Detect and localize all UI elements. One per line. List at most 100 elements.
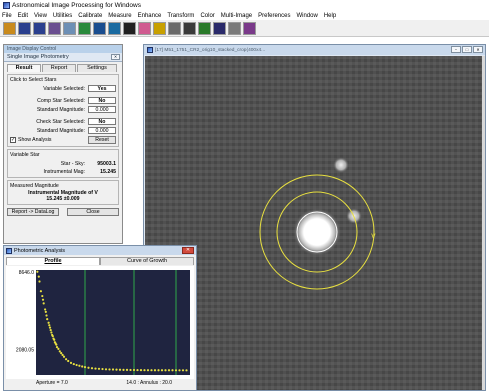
clear-icon[interactable] [243,21,256,35]
flip-icon[interactable] [183,21,196,35]
profile-point [37,275,40,278]
panel-close-button[interactable]: ✕ [111,54,120,60]
image-scrollbar[interactable] [482,56,485,390]
menu-help[interactable]: Help [323,12,337,19]
analysis-close-button[interactable]: ✕ [182,247,194,254]
menu-multi-image[interactable]: Multi-Image [220,12,253,19]
menu-enhance[interactable]: Enhance [137,12,162,19]
zoom-icon[interactable] [93,21,106,35]
tab-result[interactable]: Result [7,64,41,72]
menu-preferences[interactable]: Preferences [258,12,291,19]
profile-point [87,366,90,369]
profile-point [139,369,143,372]
star-sky-label: Star - Sky: [60,160,85,167]
profile-point [171,369,174,372]
tab-curve-of-growth[interactable]: Curve of Growth [100,257,194,265]
save-icon[interactable] [18,21,31,35]
variable-row: Variable Selected: Yes [10,84,116,93]
toolbar [0,20,489,37]
inner-annulus-circle [276,191,358,273]
rotate-icon[interactable] [168,21,181,35]
analysis-footer: Aperture = 7.0 14.0 : Annulus : 20.0 [6,380,194,388]
profile-point [39,290,43,293]
show-analysis-toggle[interactable]: ✓ Show Analysis [10,136,52,143]
analysis-tabs: Profile Curve of Growth [4,255,196,265]
analysis-titlebar: Photometric Analysis ✕ [4,246,196,255]
profile-point [160,369,164,372]
profile-point [41,298,45,301]
analysis-title: Photometric Analysis [14,247,66,254]
menu-color[interactable]: Color [200,12,215,19]
window-title: Astronomical Image Processing for Window… [12,2,141,9]
check-selected-value: No [88,118,116,125]
profile-point [164,369,167,372]
profile-point [46,318,49,321]
menu-window[interactable]: Window [296,12,318,19]
star-field[interactable]: v [145,56,483,390]
close-image-button[interactable]: ✕ [473,46,483,53]
grid-icon[interactable] [138,21,151,35]
profile-point [55,345,59,349]
check-selected-label: Check Star Selected: [36,118,85,125]
menu-file[interactable]: File [2,12,12,19]
panel-body: Click to Select Stars Variable Selected:… [4,72,122,218]
minimize-button[interactable]: − [451,46,461,53]
profile-point [55,343,58,346]
menu-edit[interactable]: Edit [17,12,29,19]
layers-icon[interactable] [228,21,241,35]
comp-std-mag-field[interactable]: 0.000 [88,106,116,113]
show-analysis-label: Show Analysis [18,136,52,143]
open-icon[interactable] [3,21,16,35]
tab-report[interactable]: Report [42,64,76,72]
comp-std-mag-label: Standard Magnitude: [36,106,85,113]
print-icon[interactable] [48,21,61,35]
profile-point [61,353,64,357]
measure-icon[interactable] [198,21,211,35]
profile-point [62,355,66,358]
profile-point [122,368,125,371]
aperture-circle [296,211,338,253]
close-panel-button[interactable]: Close [67,208,119,216]
outer-annulus-circle [259,174,375,290]
comp-row: Comp Star Selected: No [10,96,116,105]
image-window-titlebar: [17] M51_1751_CR2_orig10_stacked_crop(40… [144,45,485,55]
histogram-icon[interactable] [63,21,76,35]
maximize-button[interactable]: □ [462,46,472,53]
menu-transform[interactable]: Transform [167,12,195,19]
tab-profile[interactable]: Profile [6,257,100,265]
report-datalog-button[interactable]: Report -> DataLog [7,208,59,216]
save-as-icon[interactable] [33,21,46,35]
profile-point [69,361,73,364]
star-sky-row: Star - Sky: 95003.1 [10,159,116,168]
bin-icon[interactable] [213,21,226,35]
plot-area [36,270,190,375]
tab-settings[interactable]: Settings [77,64,117,72]
inst-mag-row: Instrumental Mag: 15.245 [10,168,116,175]
display-icon[interactable] [108,21,121,35]
profile-point [44,308,47,311]
palette-icon[interactable] [123,21,136,35]
profile-plot: 8646.0 2080.05 [6,266,194,379]
menu-utilities[interactable]: Utilities [52,12,73,19]
profile-point [118,368,122,371]
menu-measure[interactable]: Measure [108,12,132,19]
reset-button[interactable]: Reset [88,135,116,144]
panel-title-text: Single Image Photometry [7,54,69,60]
profile-point [185,369,188,372]
profile-point [60,352,63,355]
image-canvas[interactable]: v [145,56,483,390]
stretch-icon[interactable] [78,21,91,35]
color-icon[interactable] [153,21,166,35]
variable-selected-value: Yes [88,85,116,92]
menu-view[interactable]: View [34,12,47,19]
profile-point [178,369,181,372]
check-std-mag-field[interactable]: 0.000 [88,127,116,134]
photometric-analysis-window: Photometric Analysis ✕ Profile Curve of … [3,245,197,391]
show-analysis-checkbox[interactable]: ✓ [10,136,16,143]
target-star [293,208,341,256]
menu-calibrate[interactable]: Calibrate [78,12,103,19]
profile-point [94,367,97,370]
panel-buttons: Report -> DataLog Close [7,208,119,216]
profile-point [78,364,81,367]
check-std-row: Standard Magnitude: 0.000 [10,126,116,135]
